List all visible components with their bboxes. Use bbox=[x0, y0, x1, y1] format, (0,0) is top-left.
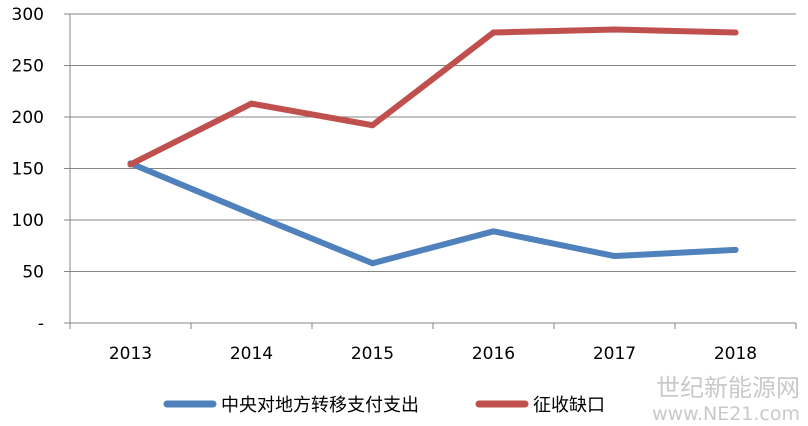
legend: 中央对地方转移支付支出 征收缺口 bbox=[163, 395, 605, 416]
series-1-point bbox=[248, 100, 255, 107]
legend-label-1: 征收缺口 bbox=[533, 395, 605, 416]
y-tick-labels: 300 250 200 150 100 50 - bbox=[12, 5, 44, 334]
series-lines bbox=[127, 26, 739, 267]
x-tick-label: 2017 bbox=[593, 344, 636, 364]
legend-label-0: 中央对地方转移支付支出 bbox=[221, 395, 419, 416]
series-0-point bbox=[490, 228, 497, 235]
x-tick-label: 2014 bbox=[230, 344, 273, 364]
series-1-point bbox=[369, 122, 376, 129]
series-0-point bbox=[611, 253, 618, 260]
axes bbox=[64, 13, 797, 329]
series-line-1 bbox=[127, 26, 739, 168]
series-0-point bbox=[369, 260, 376, 267]
watermark-url: www.NE21.com bbox=[652, 403, 800, 425]
x-tick-label: 2018 bbox=[714, 344, 757, 364]
series-1-point bbox=[490, 29, 497, 36]
y-tick-label: - bbox=[38, 314, 44, 334]
series-1-point bbox=[611, 26, 618, 33]
x-tick-label: 2013 bbox=[109, 344, 152, 364]
y-tick-label: 50 bbox=[22, 263, 44, 283]
x-tick-label: 2016 bbox=[472, 344, 515, 364]
series-line-0 bbox=[127, 160, 739, 267]
series-1-point bbox=[732, 29, 739, 36]
gridlines bbox=[70, 13, 796, 272]
series-0-point bbox=[732, 246, 739, 253]
watermark-title: 世纪新能源网 bbox=[656, 374, 800, 402]
y-tick-label: 100 bbox=[12, 211, 44, 231]
x-tick-labels: 2013 2014 2015 2016 2017 2018 bbox=[109, 344, 757, 364]
series-0-point bbox=[248, 210, 255, 217]
y-tick-label: 300 bbox=[12, 5, 44, 25]
y-tick-label: 150 bbox=[12, 160, 44, 180]
series-1-point bbox=[127, 161, 134, 168]
y-tick-label: 250 bbox=[12, 57, 44, 77]
watermark: 世纪新能源网 www.NE21.com bbox=[652, 374, 800, 425]
x-tick-label: 2015 bbox=[351, 344, 394, 364]
y-tick-label: 200 bbox=[12, 108, 44, 128]
